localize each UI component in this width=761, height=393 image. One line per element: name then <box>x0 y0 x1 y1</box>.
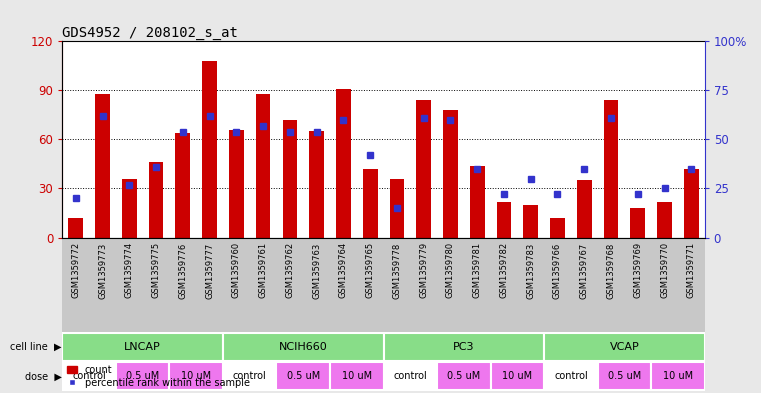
Bar <box>684 169 699 237</box>
Bar <box>336 89 351 237</box>
Text: dose  ▶: dose ▶ <box>25 371 62 381</box>
Text: GSM1359772: GSM1359772 <box>72 242 80 298</box>
Bar <box>524 205 538 237</box>
Bar <box>256 94 270 237</box>
Text: 0.5 uM: 0.5 uM <box>287 371 320 381</box>
Bar <box>384 333 544 361</box>
Bar <box>416 100 431 237</box>
Text: GSM1359760: GSM1359760 <box>232 242 240 298</box>
Bar <box>390 179 404 237</box>
Text: GSM1359769: GSM1359769 <box>633 242 642 298</box>
Bar <box>363 169 377 237</box>
Bar <box>544 362 597 390</box>
Text: 0.5 uM: 0.5 uM <box>447 371 480 381</box>
Text: control: control <box>554 371 587 381</box>
Text: LNCAP: LNCAP <box>124 342 161 352</box>
Bar <box>384 362 437 390</box>
Bar <box>443 110 458 237</box>
Text: GSM1359783: GSM1359783 <box>527 242 535 299</box>
Bar <box>497 202 511 237</box>
Text: control: control <box>72 371 106 381</box>
Bar <box>116 362 170 390</box>
Text: GSM1359782: GSM1359782 <box>499 242 508 298</box>
Bar <box>229 130 244 237</box>
Text: GSM1359768: GSM1359768 <box>607 242 616 299</box>
Text: NCIH660: NCIH660 <box>279 342 328 352</box>
Bar <box>202 61 217 237</box>
Bar <box>470 165 485 237</box>
Bar <box>223 362 276 390</box>
Bar <box>597 362 651 390</box>
Text: 10 uM: 10 uM <box>342 371 372 381</box>
Text: 10 uM: 10 uM <box>502 371 533 381</box>
Legend: count, percentile rank within the sample: count, percentile rank within the sample <box>67 365 250 388</box>
Bar <box>122 179 137 237</box>
Text: GSM1359781: GSM1359781 <box>473 242 482 298</box>
Text: GSM1359776: GSM1359776 <box>178 242 187 299</box>
Bar <box>309 131 324 237</box>
Text: GSM1359775: GSM1359775 <box>151 242 161 298</box>
Text: 10 uM: 10 uM <box>663 371 693 381</box>
Bar <box>550 218 565 237</box>
Text: GSM1359780: GSM1359780 <box>446 242 455 298</box>
Bar <box>170 362 223 390</box>
Text: GSM1359777: GSM1359777 <box>205 242 214 299</box>
Text: GSM1359762: GSM1359762 <box>285 242 295 298</box>
Bar <box>437 362 491 390</box>
Bar <box>577 180 591 237</box>
Text: GSM1359765: GSM1359765 <box>366 242 374 298</box>
Text: cell line  ▶: cell line ▶ <box>11 342 62 352</box>
Bar <box>223 333 384 361</box>
Bar <box>62 362 116 390</box>
Text: GSM1359766: GSM1359766 <box>553 242 562 299</box>
Text: 10 uM: 10 uM <box>181 371 212 381</box>
Bar <box>630 208 645 237</box>
Bar <box>491 362 544 390</box>
Text: GSM1359767: GSM1359767 <box>580 242 589 299</box>
Text: GSM1359771: GSM1359771 <box>687 242 696 298</box>
Text: GDS4952 / 208102_s_at: GDS4952 / 208102_s_at <box>62 26 238 40</box>
Text: GSM1359763: GSM1359763 <box>312 242 321 299</box>
Text: 0.5 uM: 0.5 uM <box>608 371 641 381</box>
Text: GSM1359761: GSM1359761 <box>259 242 268 298</box>
Bar <box>658 202 672 237</box>
Bar <box>276 362 330 390</box>
Bar <box>68 218 83 237</box>
Text: VCAP: VCAP <box>610 342 639 352</box>
Bar <box>330 362 384 390</box>
Bar <box>62 333 223 361</box>
Text: GSM1359764: GSM1359764 <box>339 242 348 298</box>
Bar <box>95 94 110 237</box>
Bar <box>603 100 619 237</box>
Text: GSM1359773: GSM1359773 <box>98 242 107 299</box>
Text: PC3: PC3 <box>453 342 475 352</box>
Bar <box>148 162 164 237</box>
Text: GSM1359778: GSM1359778 <box>393 242 401 299</box>
Text: control: control <box>233 371 266 381</box>
Text: GSM1359770: GSM1359770 <box>660 242 669 298</box>
Bar <box>544 333 705 361</box>
Text: 0.5 uM: 0.5 uM <box>126 371 159 381</box>
Bar <box>651 362 705 390</box>
Text: GSM1359779: GSM1359779 <box>419 242 428 298</box>
Bar <box>282 120 298 237</box>
Text: GSM1359774: GSM1359774 <box>125 242 134 298</box>
Text: control: control <box>393 371 427 381</box>
Bar <box>176 133 190 237</box>
